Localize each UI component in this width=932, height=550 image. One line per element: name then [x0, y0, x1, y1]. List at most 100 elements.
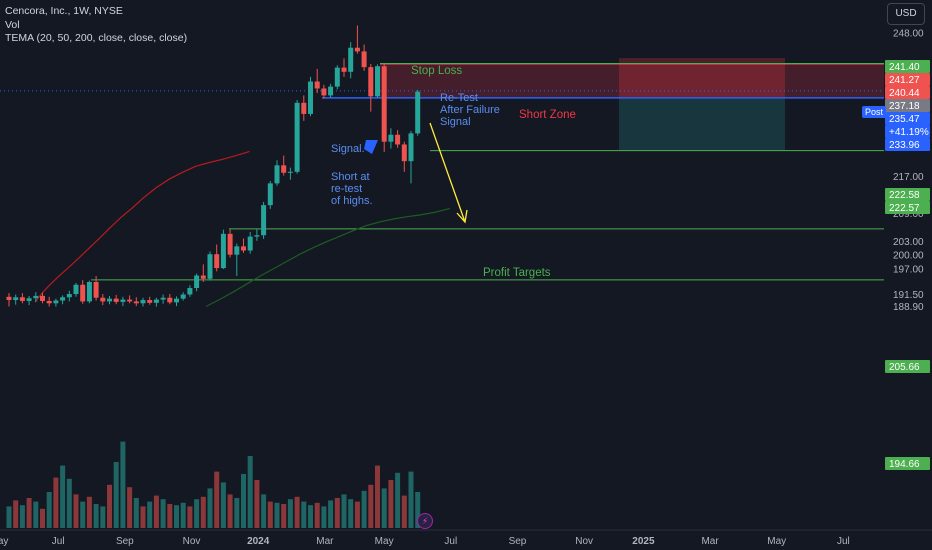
volume-bar: [301, 501, 307, 528]
volume-bar: [200, 496, 206, 528]
candle-body: [348, 47, 354, 72]
candle-body: [66, 294, 72, 298]
candle-body: [287, 171, 293, 173]
candle-body: [408, 133, 414, 162]
short-at-label-3: of highs.: [331, 195, 373, 207]
volume-bar: [247, 456, 253, 528]
volume-bar: [194, 499, 200, 528]
candle-body: [60, 297, 66, 301]
candle-body: [127, 299, 133, 302]
price-tag: [885, 457, 930, 470]
volume-bar: [40, 508, 45, 528]
candle-body: [207, 254, 213, 279]
volume-bar: [294, 496, 300, 528]
tema-indicator-label[interactable]: TEMA (20, 50, 200, close, close, close): [5, 32, 188, 44]
candle-body: [328, 86, 334, 96]
volume-bar: [100, 506, 106, 528]
price-tag-label: 240.44: [889, 88, 920, 99]
volume-bar: [140, 506, 146, 528]
volume-bar: [107, 484, 112, 528]
volume-bar: [401, 495, 407, 528]
volume-bar: [127, 487, 133, 528]
volume-bar: [13, 500, 19, 528]
volume-bar: [348, 499, 354, 528]
price-tick-label: 197.00: [893, 265, 924, 276]
candle-body: [160, 297, 166, 300]
signal-label: Signal.: [331, 143, 365, 155]
price-tag: [885, 188, 930, 201]
tema-line: [205, 207, 451, 308]
price-tag: [885, 138, 930, 151]
candle-body: [395, 134, 401, 145]
time-tick-label: Nov: [575, 536, 593, 547]
signal-icon: [364, 140, 378, 154]
volume-bar: [207, 488, 213, 528]
candle-body: [220, 233, 226, 269]
time-tick-label: 2025: [632, 536, 655, 547]
candle-body: [140, 300, 146, 304]
candle-body: [180, 294, 186, 299]
candle-body: [19, 297, 25, 301]
symbol-title[interactable]: Cencora, Inc., 1W, NYSE: [5, 5, 123, 17]
candle-body: [40, 295, 45, 301]
volume-bar: [341, 494, 347, 528]
price-tag-label: 235.47: [889, 114, 920, 125]
candle-body: [187, 288, 193, 295]
candle-body: [194, 275, 200, 289]
candle-body: [214, 254, 220, 269]
volume-bar: [287, 499, 293, 528]
candle-body: [388, 134, 394, 142]
volume-bar: [133, 498, 139, 528]
candle-body: [361, 51, 367, 68]
volume-bar: [220, 482, 226, 528]
price-tag-label: 237.18: [889, 101, 920, 112]
retest-label-3: Signal: [440, 116, 471, 128]
volume-bar: [174, 505, 179, 528]
price-tag-label: 233.96: [889, 140, 920, 151]
price-tag: [885, 73, 930, 86]
currency-button[interactable]: USD: [887, 3, 925, 25]
retest-label-1: Re-Test: [440, 92, 478, 104]
volume-bar: [93, 504, 99, 528]
volume-bar: [86, 496, 92, 528]
volume-bar: [415, 492, 421, 528]
volume-bar: [395, 472, 401, 528]
candle-body: [334, 67, 340, 87]
candle-body: [93, 281, 99, 298]
candle-body: [375, 66, 380, 97]
volume-bar: [46, 492, 52, 528]
candle-body: [107, 298, 112, 302]
volume-bar: [153, 495, 159, 528]
price-tag: [885, 86, 930, 99]
volume-bar: [214, 471, 220, 528]
candle-body: [227, 233, 233, 255]
candle-body: [294, 102, 300, 172]
candle-body: [274, 165, 280, 184]
candle-body: [46, 300, 52, 304]
volume-bar: [334, 498, 340, 528]
candle-body: [308, 81, 313, 114]
time-tick-label: May: [767, 536, 786, 547]
time-tick-label: Jul: [444, 536, 457, 547]
price-tick-label: 248.00: [893, 28, 924, 39]
lightning-icon[interactable]: ⚡: [417, 513, 433, 529]
price-tick-label: 200.00: [893, 251, 924, 262]
short-at-label-2: re-test: [331, 183, 362, 195]
price-tick-label: 191.50: [893, 290, 924, 301]
price-tag-label: 194.66: [889, 459, 920, 470]
price-tick-label: 209.00: [893, 209, 924, 220]
time-tick-label: Mar: [701, 536, 719, 547]
volume-bar: [113, 462, 119, 528]
target-zone: [619, 97, 785, 151]
volume-bar: [26, 498, 32, 528]
volume-bar: [281, 504, 287, 528]
price-tag-label: 205.66: [889, 362, 920, 373]
candle-body: [281, 165, 287, 173]
volume-indicator-label[interactable]: Vol: [5, 18, 20, 31]
volume-bar: [254, 480, 260, 528]
candle-body: [234, 246, 240, 255]
price-tag-label: 241.27: [889, 75, 920, 86]
volume-bar: [234, 498, 240, 528]
candle-body: [368, 67, 374, 97]
